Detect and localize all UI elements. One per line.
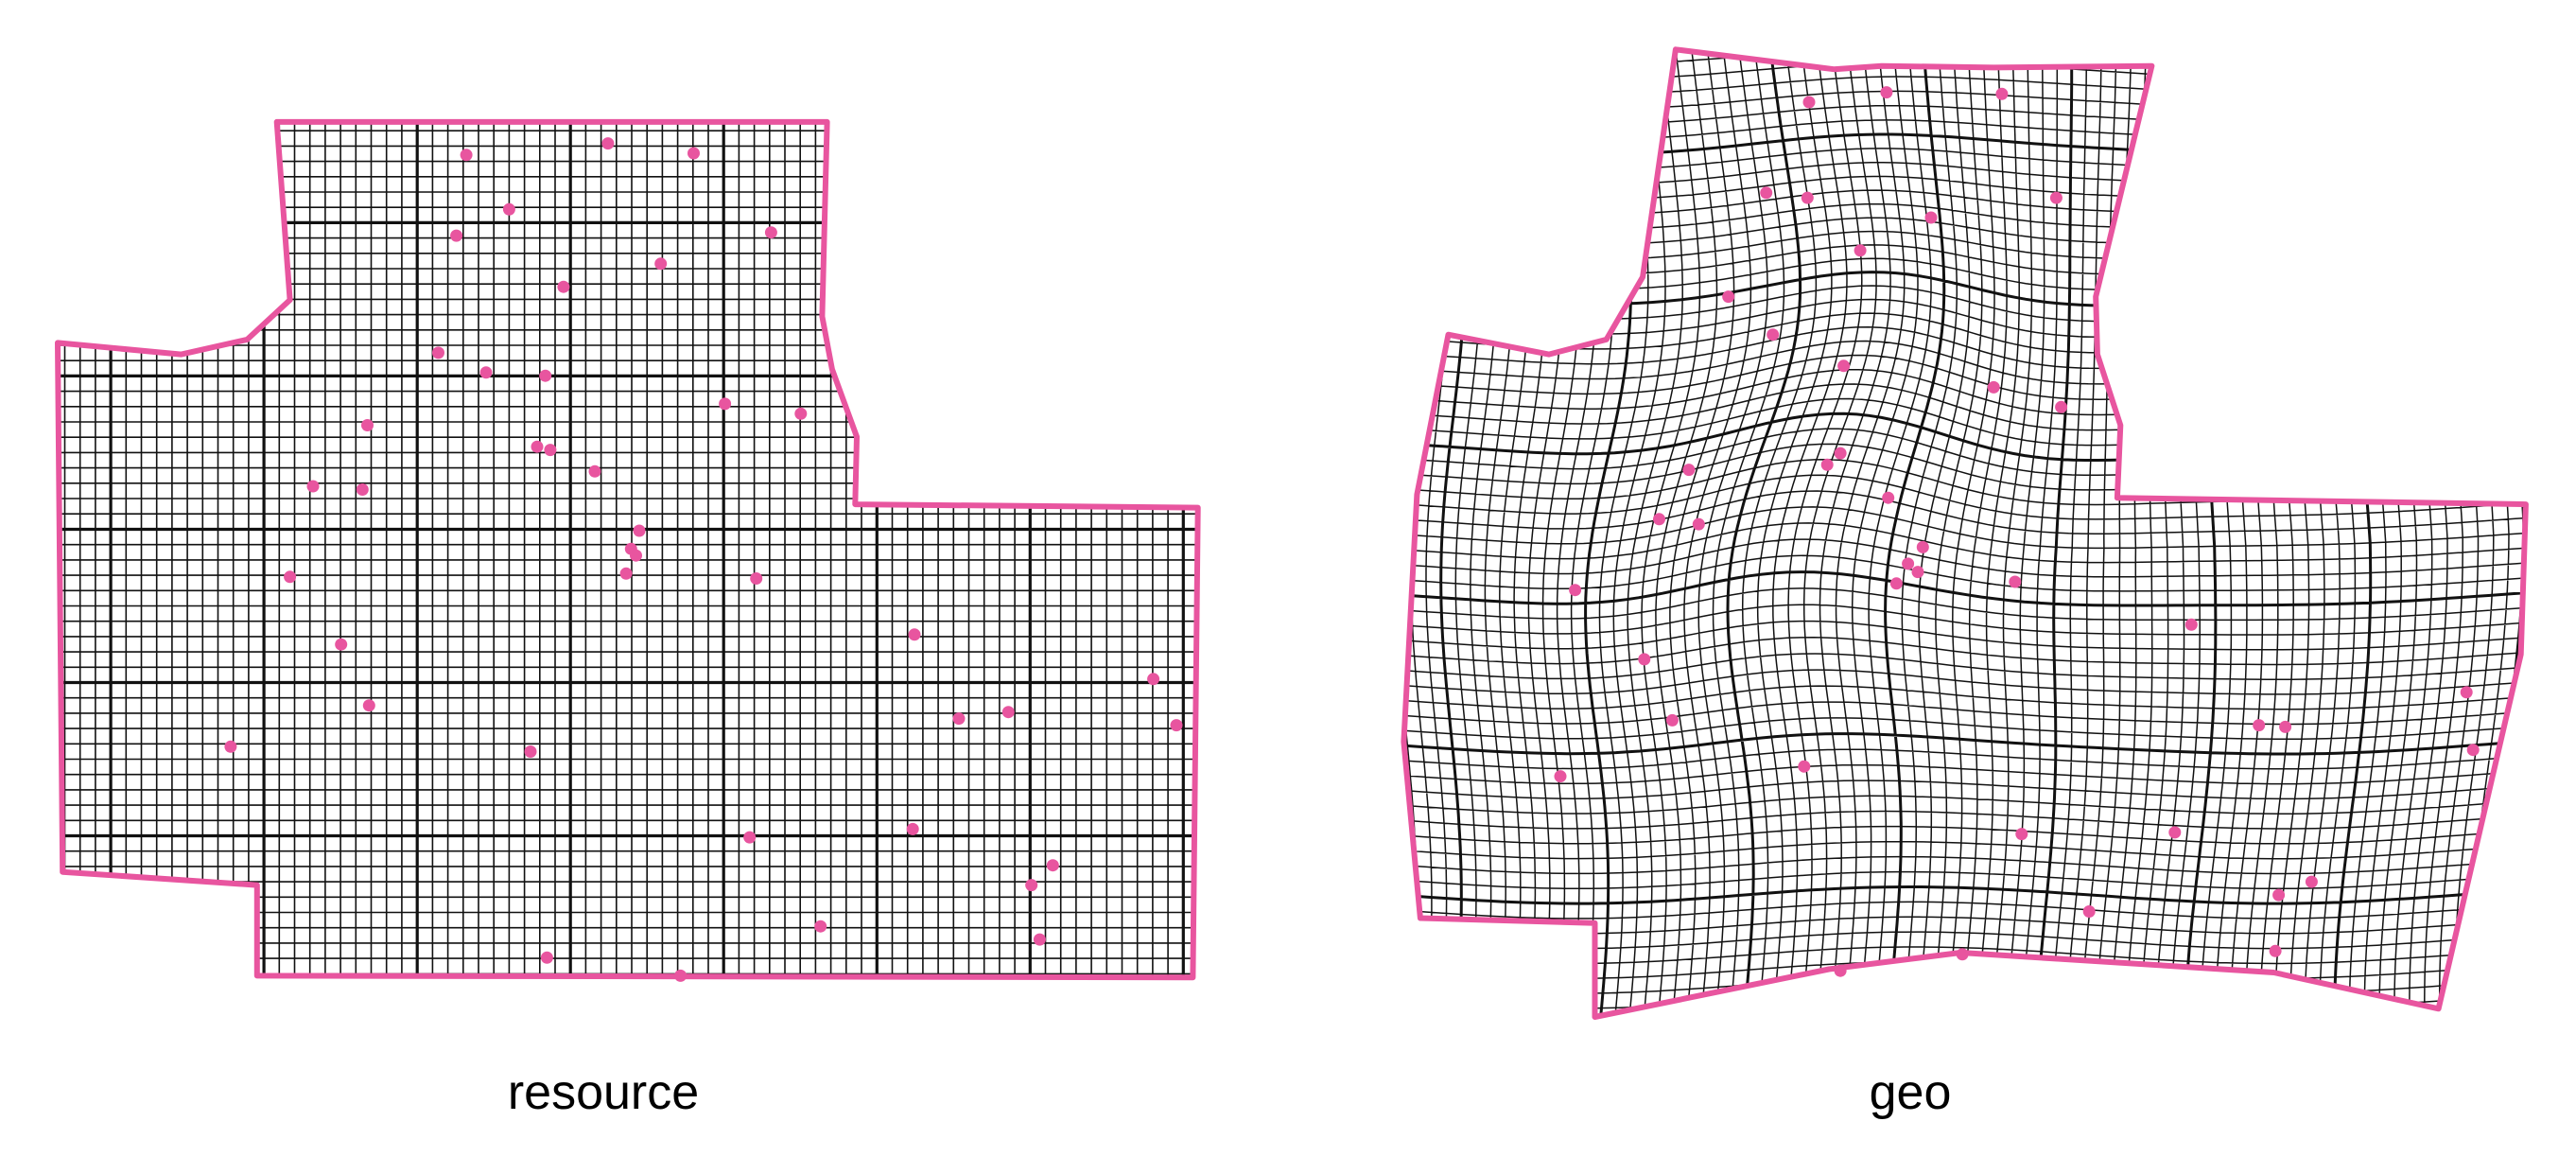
control-point [2272,888,2286,902]
control-point [654,257,668,271]
control-point [1889,577,1903,590]
control-point [2269,944,2282,957]
control-point [764,226,777,239]
control-point [544,444,557,457]
control-point [524,745,537,758]
control-point [531,440,544,453]
control-point [906,822,919,835]
control-point [1911,566,1924,579]
control-point [1987,380,2000,394]
control-point [362,699,375,712]
control-point [1046,859,1059,872]
control-point [619,567,633,580]
control-point [688,147,700,160]
control-point [814,920,827,933]
control-point [719,397,732,411]
control-point [1665,713,1679,727]
control-point [2009,575,2022,588]
control-point [1767,328,1780,342]
control-point [1902,557,1915,570]
control-point [1798,760,1811,773]
control-point [2168,826,2182,839]
control-point [601,137,615,150]
control-point [908,628,921,641]
control-point [1820,458,1834,471]
control-point [1722,290,1735,304]
resource-panel [55,118,1201,982]
geo-grid-lines [1403,49,2526,1018]
control-point [335,638,348,651]
control-point [743,831,757,844]
control-point [2253,719,2266,732]
control-point [2049,191,2063,204]
resource-points [224,137,1183,982]
geo-grid [1403,49,2526,1018]
control-point [750,572,763,585]
control-point [2055,400,2068,413]
control-point [1834,964,1847,977]
control-point [460,149,473,162]
control-point [633,524,646,537]
control-point [1653,513,1665,526]
control-point [1882,491,1895,504]
control-point [1880,86,1893,99]
control-point [2279,720,2292,733]
control-point [2460,686,2473,699]
control-point [356,483,369,496]
geo-label: geo [1869,1065,1952,1120]
control-point [1834,447,1847,460]
control-point [1170,719,1183,732]
control-point [432,346,444,359]
geo-outline [1401,46,2529,1020]
control-point [1147,673,1160,686]
geo-points [1554,86,2480,977]
control-point [1638,653,1651,666]
control-point [502,202,515,216]
control-point [361,419,374,431]
control-point [2082,905,2096,918]
control-point [1802,96,1816,109]
control-point [952,712,966,726]
resource-grid-major-lines [58,121,1198,978]
control-point [2305,875,2318,888]
control-point [284,570,297,584]
control-point [1692,517,1705,531]
control-point [1924,211,1938,224]
control-point [1682,464,1696,477]
control-point [2015,828,2028,841]
control-point [557,280,570,293]
control-point [1916,540,1929,553]
control-point [2184,618,2198,631]
control-point [1554,770,1567,783]
control-point [224,740,237,753]
resource-label: resource [507,1065,700,1120]
control-point [1033,933,1046,946]
control-point [794,407,808,420]
control-point [479,366,493,379]
control-point [1837,359,1851,373]
control-point [2466,744,2480,757]
control-point [539,369,552,382]
geo-panel [1401,46,2529,1020]
control-point [450,229,463,242]
control-point [1025,879,1038,892]
control-point [306,480,320,493]
control-point [1956,948,1969,961]
control-point [1760,186,1773,200]
control-point [1801,191,1814,204]
control-point [1995,87,2009,100]
control-point [630,549,642,562]
control-point [1569,584,1582,597]
control-point [674,969,688,982]
control-point [1854,244,1867,257]
control-point [540,951,553,964]
control-point [588,464,601,478]
resource-outline [55,118,1201,981]
control-point [1001,706,1015,719]
